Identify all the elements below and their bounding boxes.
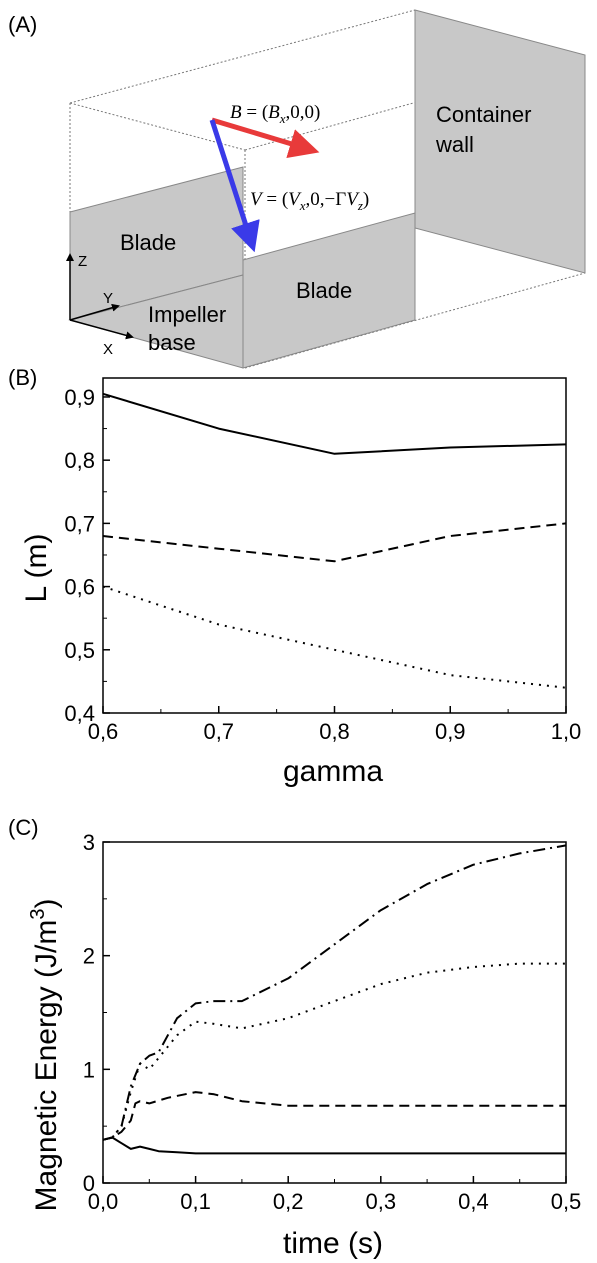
x-axis-label: X	[103, 341, 113, 358]
panel-label-c: (C)	[8, 815, 39, 840]
v-arrow	[209, 119, 260, 253]
b-equation: B = (Bx,0,0)	[230, 102, 320, 126]
series-line-solid	[102, 1136, 566, 1155]
container-wall	[414, 9, 586, 274]
x-tick-label: 0,4	[458, 1189, 489, 1214]
x-tick-label: 0,5	[551, 1189, 582, 1214]
x-tick-label: 0,2	[273, 1189, 304, 1214]
y-tick-label: 0,5	[64, 638, 95, 663]
diagram-a: Z Y X B = (Bx,0,0) V = (Vx,0,−ΓVz) Conta…	[66, 9, 586, 369]
panel-label-b: (B)	[8, 365, 37, 390]
series-line-dotted	[102, 962, 566, 1141]
y-tick-label: 3	[83, 830, 95, 855]
chart-c-xlabel: time (s)	[283, 1227, 383, 1260]
series-line-dashed	[102, 1091, 566, 1141]
x-tick-label: 0,7	[203, 719, 234, 744]
series-line-dashed	[102, 522, 567, 563]
y-tick-label: 2	[83, 944, 95, 969]
y-tick-label: 0,9	[64, 385, 95, 410]
impeller-label-2: base	[148, 330, 196, 355]
y-tick-label: 0,7	[64, 511, 95, 536]
v-equation: V = (Vx,0,−ΓVz)	[250, 189, 369, 213]
chart-b-xlabel: gamma	[283, 755, 383, 788]
chart-c-ylabel: Magnetic Energy (J/m3)	[27, 899, 63, 1212]
x-tick-label: 0,9	[435, 719, 466, 744]
x-tick-label: 0,1	[180, 1189, 211, 1214]
series-line-solid	[102, 392, 567, 455]
blade-left-label: Blade	[120, 230, 176, 255]
x-tick-label: 0,6	[88, 719, 119, 744]
container-wall-label-1: Container	[436, 102, 531, 127]
y-tick-label: 0	[83, 1171, 95, 1196]
chart-c: 0,0 0,1 0,2 0,3 0,4 0,5 0 1 2 3	[83, 830, 582, 1214]
impeller-label-1: Impeller	[148, 302, 226, 327]
plot-frame	[102, 377, 567, 714]
y-tick-label: 0,6	[64, 575, 95, 600]
plot-frame	[102, 841, 567, 1184]
x-tick-label: 0,3	[366, 1189, 397, 1214]
x-axis-arrow	[69, 319, 134, 340]
series-line-dashdot	[102, 844, 567, 1141]
blade-right-label: Blade	[296, 278, 352, 303]
z-axis-label: Z	[78, 253, 87, 270]
y-axis-arrow	[69, 303, 120, 321]
y-axis-label: Y	[103, 290, 113, 307]
series-line-dotted	[102, 585, 567, 689]
x-tick-label: 0,0	[88, 1189, 119, 1214]
chart-b: 0,6 0,7 0,8 0,9 1,0 0,4 0,5 0,6 0,7 0,8 0,9	[64, 377, 582, 744]
impeller-base	[68, 274, 244, 369]
panel-label-a: (A)	[8, 12, 37, 37]
container-wall-label-2: wall	[435, 132, 474, 157]
y-tick-label: 1	[83, 1057, 95, 1082]
x-tick-label: 1,0	[551, 719, 582, 744]
y-tick-label: 0,8	[64, 448, 95, 473]
x-tick-label: 0,8	[319, 719, 350, 744]
chart-b-ylabel: L (m)	[20, 534, 53, 603]
b-arrow	[211, 117, 320, 159]
y-tick-label: 0,4	[64, 701, 95, 726]
